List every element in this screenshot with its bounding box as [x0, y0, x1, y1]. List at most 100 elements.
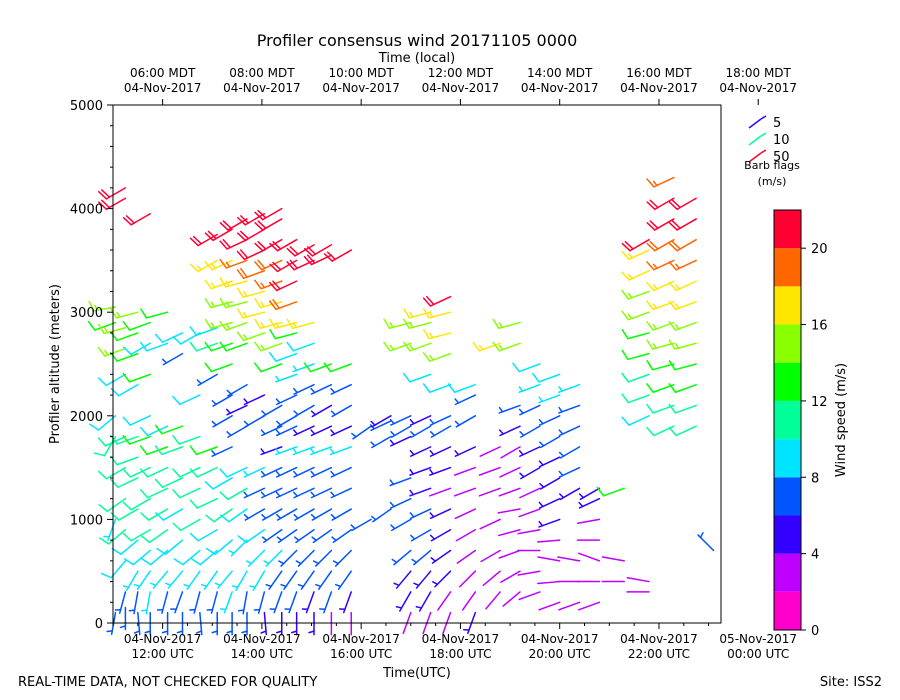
wind-barb — [330, 425, 352, 437]
barb-full — [98, 377, 108, 387]
wind-barb — [110, 455, 139, 466]
wind-barb — [478, 487, 501, 497]
barb-staff — [225, 342, 248, 352]
wind-barb — [456, 549, 477, 564]
wind-barb — [97, 323, 127, 335]
barb-half — [141, 609, 148, 612]
barb-full — [122, 468, 132, 478]
wind-barb — [172, 487, 201, 499]
wind-barb — [482, 570, 501, 587]
wind-barb — [110, 331, 139, 342]
barb-full — [88, 300, 95, 312]
barb-staff — [130, 342, 151, 356]
top-tick-date: 04-Nov-2017 — [719, 81, 797, 95]
barb-full — [219, 491, 229, 501]
barb-half — [429, 512, 435, 518]
top-tick-date: 04-Nov-2017 — [124, 81, 202, 95]
wind-barb — [370, 415, 392, 428]
barb-staff — [674, 404, 697, 414]
wind-barb — [119, 606, 127, 631]
barb-staff — [453, 466, 477, 476]
wind-barb — [293, 404, 315, 418]
barb-half — [411, 558, 418, 564]
barb-half — [699, 532, 704, 539]
barb-staff — [227, 487, 248, 501]
barb-full — [289, 246, 299, 255]
barb-full — [172, 522, 182, 532]
legend-label: 50 — [773, 150, 790, 165]
barb-full — [286, 341, 295, 352]
wind-barb — [410, 529, 432, 542]
barb-half — [196, 265, 202, 271]
barb-full — [447, 383, 456, 393]
barb-half — [243, 334, 248, 340]
wind-barb — [260, 611, 268, 636]
barb-full — [649, 241, 659, 250]
barb-full — [154, 478, 164, 489]
barb-column — [383, 318, 412, 635]
barb-full — [646, 300, 654, 311]
wind-barb — [538, 601, 561, 611]
barb-staff — [577, 552, 601, 562]
barb-staff — [245, 529, 266, 544]
barb-full — [205, 547, 217, 556]
barb-staff — [627, 394, 650, 404]
wind-barb — [390, 518, 412, 532]
wind-barb — [309, 446, 333, 456]
barb-full — [668, 281, 677, 292]
barb-staff — [106, 497, 127, 513]
wind-barb — [519, 466, 541, 480]
barb-full — [621, 310, 630, 321]
wind-barb — [261, 508, 283, 521]
barb-half — [104, 327, 109, 334]
wind-barb — [205, 539, 233, 556]
wind-barb — [275, 394, 298, 406]
barb-full — [512, 362, 520, 373]
quality-disclaimer: REAL-TIME DATA, NOT CHECKED FOR QUALITY — [18, 675, 317, 690]
barb-half — [390, 524, 396, 530]
colorbar-segment — [774, 210, 801, 249]
barb-staff — [214, 539, 233, 556]
barb-staff — [110, 560, 127, 579]
wind-barb — [268, 352, 298, 362]
x-tick-date: 04-Nov-2017 — [322, 632, 400, 646]
barb-half — [150, 582, 157, 587]
wind-barb — [330, 383, 352, 395]
barb-half — [652, 303, 658, 309]
wind-barbs — [87, 176, 715, 636]
wind-barb — [98, 187, 127, 200]
x-tick-time: 22:00 UTC — [628, 647, 690, 661]
wind-barb — [409, 466, 432, 476]
barb-full — [257, 209, 267, 219]
wind-barb — [485, 591, 501, 610]
barb-full — [110, 434, 118, 445]
barb-half — [330, 470, 336, 477]
wind-barb — [502, 591, 521, 607]
wind-barb — [231, 570, 248, 592]
barb-half — [410, 431, 416, 437]
barb-half — [429, 311, 434, 318]
wind-barb — [310, 383, 333, 395]
barb-half — [429, 534, 436, 540]
barb-full — [240, 267, 248, 278]
barb-staff — [195, 446, 218, 456]
wind-barb — [312, 549, 333, 567]
wind-barb — [237, 529, 266, 544]
wind-barb — [292, 446, 315, 456]
barb-half — [538, 396, 544, 403]
barb-full — [98, 190, 108, 200]
barb-half — [161, 630, 169, 634]
wind-barb — [123, 549, 151, 566]
barb-staff — [461, 591, 477, 611]
barb-full — [172, 336, 182, 345]
barb-full — [189, 468, 199, 478]
wind-barb — [189, 445, 218, 456]
wind-barb — [133, 611, 141, 636]
barb-full — [426, 295, 435, 306]
wind-barb — [311, 529, 333, 544]
wind-barb — [98, 466, 127, 480]
barb-staff — [537, 580, 561, 585]
x-tick-date: 04-Nov-2017 — [422, 632, 500, 646]
barb-staff — [498, 487, 521, 497]
